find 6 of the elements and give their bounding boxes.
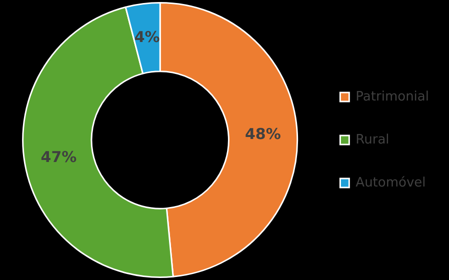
legend-label: Patrimonial	[356, 89, 430, 104]
data-label: 48%	[244, 124, 281, 143]
legend-label: Automóvel	[356, 175, 426, 190]
data-label: 4%	[134, 28, 160, 46]
legend-label: Rural	[356, 132, 390, 148]
data-label: 47%	[40, 148, 77, 166]
